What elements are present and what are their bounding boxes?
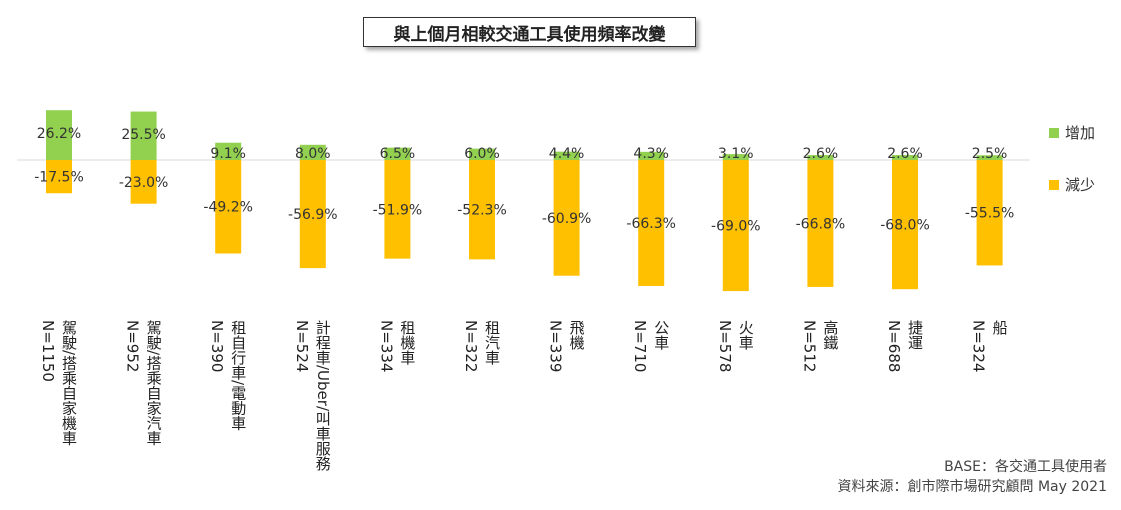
category-label: 公車 N=710: [631, 320, 671, 373]
category-label: 飛機 N=339: [546, 320, 586, 373]
bar-increase: [46, 110, 72, 160]
category-sample-size: N=339: [546, 320, 565, 373]
legend-increase-label: 增加: [1065, 124, 1096, 142]
legend-decrease-swatch: [1049, 179, 1059, 190]
category-label: 租機車 N=334: [377, 320, 417, 373]
data-label-decrease: -52.3%: [457, 203, 507, 219]
category-name: 捷運: [906, 320, 924, 350]
category-label: 船 N=324: [969, 320, 1009, 373]
bar-increase: [553, 151, 580, 160]
legend-decrease-label: 減少: [1065, 176, 1096, 194]
category-name: 飛機: [567, 320, 586, 350]
data-label-increase: 8.0%: [295, 146, 331, 162]
bar-increase: [722, 154, 749, 160]
category-name: 租機車: [398, 320, 417, 365]
category-label: 火車 N=578: [715, 320, 755, 373]
bar-decrease: [976, 160, 1003, 266]
data-label-decrease: -60.9%: [542, 211, 592, 227]
data-label-decrease: -17.5%: [34, 170, 84, 186]
category-sample-size: N=512: [800, 320, 819, 373]
data-label-decrease: -51.9%: [373, 202, 423, 218]
category-label: 駕駛/搭乘自家汽車 N=952: [123, 320, 163, 446]
bar-increase: [299, 144, 326, 160]
chart-title: 與上個月相較交通工具使用頻率改變: [363, 17, 696, 47]
bar-increase: [976, 155, 1003, 160]
legend-increase: 增加: [1049, 122, 1095, 143]
category-sample-size: N=524: [292, 320, 311, 373]
bar-increase: [892, 155, 918, 160]
category-label: 捷運 N=688: [885, 320, 924, 373]
category-sample-size: N=334: [377, 320, 396, 373]
category-name: 駕駛/搭乘自家汽車: [144, 320, 163, 446]
bar-decrease: [215, 160, 242, 254]
category-label: 駕駛/搭乘自家機車 N=1150: [39, 320, 78, 446]
bar-decrease: [469, 160, 495, 260]
bar-increase: [638, 151, 665, 160]
category-sample-size: N=688: [885, 320, 903, 373]
data-label-decrease: -66.3%: [626, 216, 676, 232]
bar-decrease: [553, 160, 580, 276]
data-label-decrease: -56.9%: [288, 207, 338, 223]
legend-increase-swatch: [1049, 127, 1059, 138]
category-sample-size: N=1150: [39, 320, 57, 382]
data-label-increase: 2.6%: [803, 146, 839, 162]
bar-decrease: [807, 160, 834, 287]
category-label: 租自行車/電動車 N=390: [208, 320, 248, 431]
data-label-decrease: -66.8%: [796, 216, 846, 232]
data-label-increase: 4.3%: [633, 146, 669, 162]
category-name: 高鐵: [821, 320, 840, 350]
category-sample-size: N=390: [208, 320, 227, 373]
base-note: BASE：各交通工具使用者: [944, 459, 1107, 475]
data-label-increase: 9.1%: [210, 146, 246, 162]
data-label-increase: 3.1%: [718, 146, 754, 162]
bar-decrease: [46, 160, 72, 194]
footnotes: BASE：各交通工具使用者 資料來源：創市際市場研究顧問 May 2021: [838, 457, 1107, 497]
category-name: 船: [990, 320, 1009, 335]
bar-increase: [384, 147, 411, 160]
data-label-decrease: -55.5%: [965, 206, 1015, 222]
category-label: 計程車/Uber/叫車服務 N=524: [292, 320, 332, 472]
bar-increase: [215, 142, 242, 160]
data-label-increase: 4.4%: [549, 146, 585, 162]
bar-decrease: [130, 160, 157, 204]
category-name: 租自行車/電動車: [229, 320, 248, 431]
data-label-decrease: -68.0%: [880, 218, 930, 234]
category-label: 高鐵 N=512: [800, 320, 840, 373]
data-label-increase: 2.5%: [972, 146, 1008, 162]
bar-increase: [130, 111, 157, 160]
category-name: 計程車/Uber/叫車服務: [313, 320, 332, 472]
bar-decrease: [384, 160, 411, 259]
category-name: 火車: [736, 320, 755, 350]
data-label-decrease: -49.2%: [203, 200, 253, 216]
data-label-increase: 25.5%: [121, 127, 165, 143]
bar-increase: [469, 148, 495, 160]
data-label-increase: 6.0%: [464, 146, 500, 162]
category-sample-size: N=952: [123, 320, 142, 373]
bar-decrease: [299, 160, 326, 269]
category-sample-size: N=710: [631, 320, 650, 373]
source-note: 資料來源：創市際市場研究顧問 May 2021: [837, 479, 1107, 495]
category-name: 公車: [652, 320, 671, 350]
category-name: 租汽車: [483, 320, 501, 365]
legend-decrease: 減少: [1049, 174, 1095, 195]
bar-decrease: [892, 160, 918, 290]
bar-decrease: [638, 160, 665, 286]
category-name: 駕駛/搭乘自家機車: [60, 320, 78, 446]
category-label: 租汽車 N=322: [462, 320, 501, 373]
data-label-increase: 6.5%: [380, 146, 416, 162]
data-label-increase: 26.2%: [37, 126, 81, 142]
category-sample-size: N=324: [969, 320, 988, 373]
data-label-increase: 2.6%: [887, 146, 923, 162]
data-label-decrease: -69.0%: [711, 219, 761, 235]
bar-increase: [807, 155, 834, 160]
category-sample-size: N=578: [715, 320, 734, 373]
category-sample-size: N=322: [462, 320, 480, 373]
bar-decrease: [722, 160, 749, 292]
data-label-decrease: -23.0%: [119, 175, 169, 191]
